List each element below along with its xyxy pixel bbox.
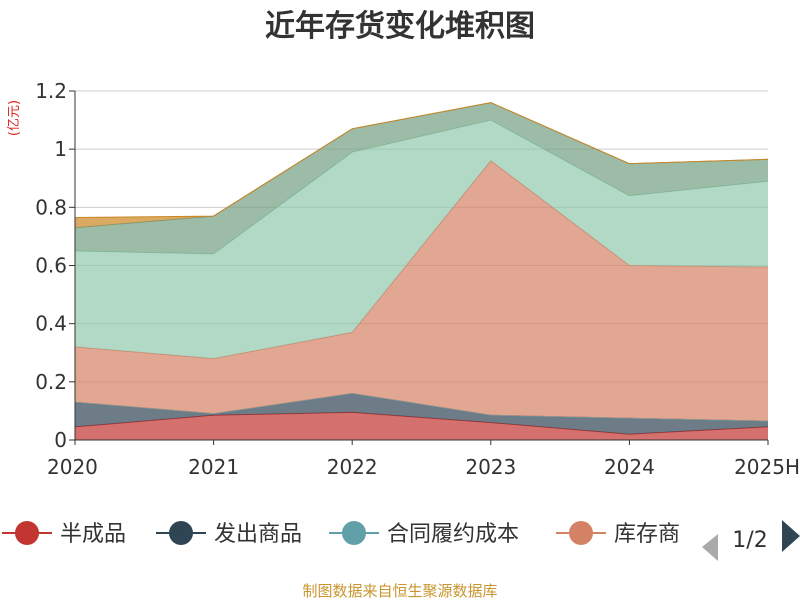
legend-label: 库存商 (614, 522, 680, 547)
legend-item[interactable]: 库存商 (556, 521, 680, 547)
legend-item[interactable]: 合同履约成本 (329, 521, 519, 547)
y-axis-unit: (亿元) (7, 100, 22, 136)
x-tick-label: 2024 (604, 455, 655, 479)
y-tick-label: 0.4 (35, 312, 67, 336)
legend-page-indicator: 1/2 (732, 528, 767, 553)
legend: 半成品 发出商品 合同履约成本 库存商 (2, 521, 680, 547)
y-tick-label: 0.6 (35, 254, 67, 278)
legend-next-icon[interactable] (782, 520, 800, 552)
area-series-3 (75, 160, 768, 422)
y-tick-label: 1.2 (35, 79, 67, 103)
legend-item[interactable]: 发出商品 (156, 521, 302, 547)
x-tick-labels: 2020 2021 2022 2023 2024 2025H (47, 455, 800, 479)
legend-prev-icon[interactable] (702, 534, 718, 561)
data-source-note: 制图数据来自恒生聚源数据库 (302, 582, 497, 600)
area-series-0 (75, 412, 768, 440)
area-series (74, 102, 769, 440)
y-tick-label: 0.2 (35, 370, 67, 394)
y-tick-labels: 0 0.2 0.4 0.6 0.8 1 1.2 (35, 79, 67, 452)
area-series-4 (75, 120, 768, 359)
legend-pager: 1/2 (702, 520, 800, 561)
area-series-line-6 (74, 102, 769, 218)
y-tick-label: 0 (54, 428, 67, 452)
legend-label: 半成品 (60, 522, 126, 547)
x-tick-label: 2020 (47, 455, 98, 479)
legend-label: 合同履约成本 (387, 522, 519, 547)
legend-label: 发出商品 (214, 522, 302, 547)
y-tick-label: 1 (54, 137, 67, 161)
legend-marker (169, 521, 193, 545)
x-tick-label: 2025H (734, 455, 800, 479)
area-series-5 (75, 102, 768, 254)
chart-title: 近年存货变化堆积图 (265, 9, 535, 44)
x-tick-label: 2021 (188, 455, 239, 479)
y-tick-label: 0.8 (35, 195, 67, 219)
legend-marker (15, 521, 39, 545)
x-tick-label: 2022 (327, 455, 378, 479)
axes (69, 90, 769, 445)
legend-item[interactable]: 半成品 (2, 521, 126, 547)
area-series-line-4 (74, 119, 769, 255)
legend-marker (569, 521, 593, 545)
x-tick-label: 2023 (465, 455, 516, 479)
legend-marker (342, 521, 366, 545)
area-series-1 (75, 393, 768, 435)
